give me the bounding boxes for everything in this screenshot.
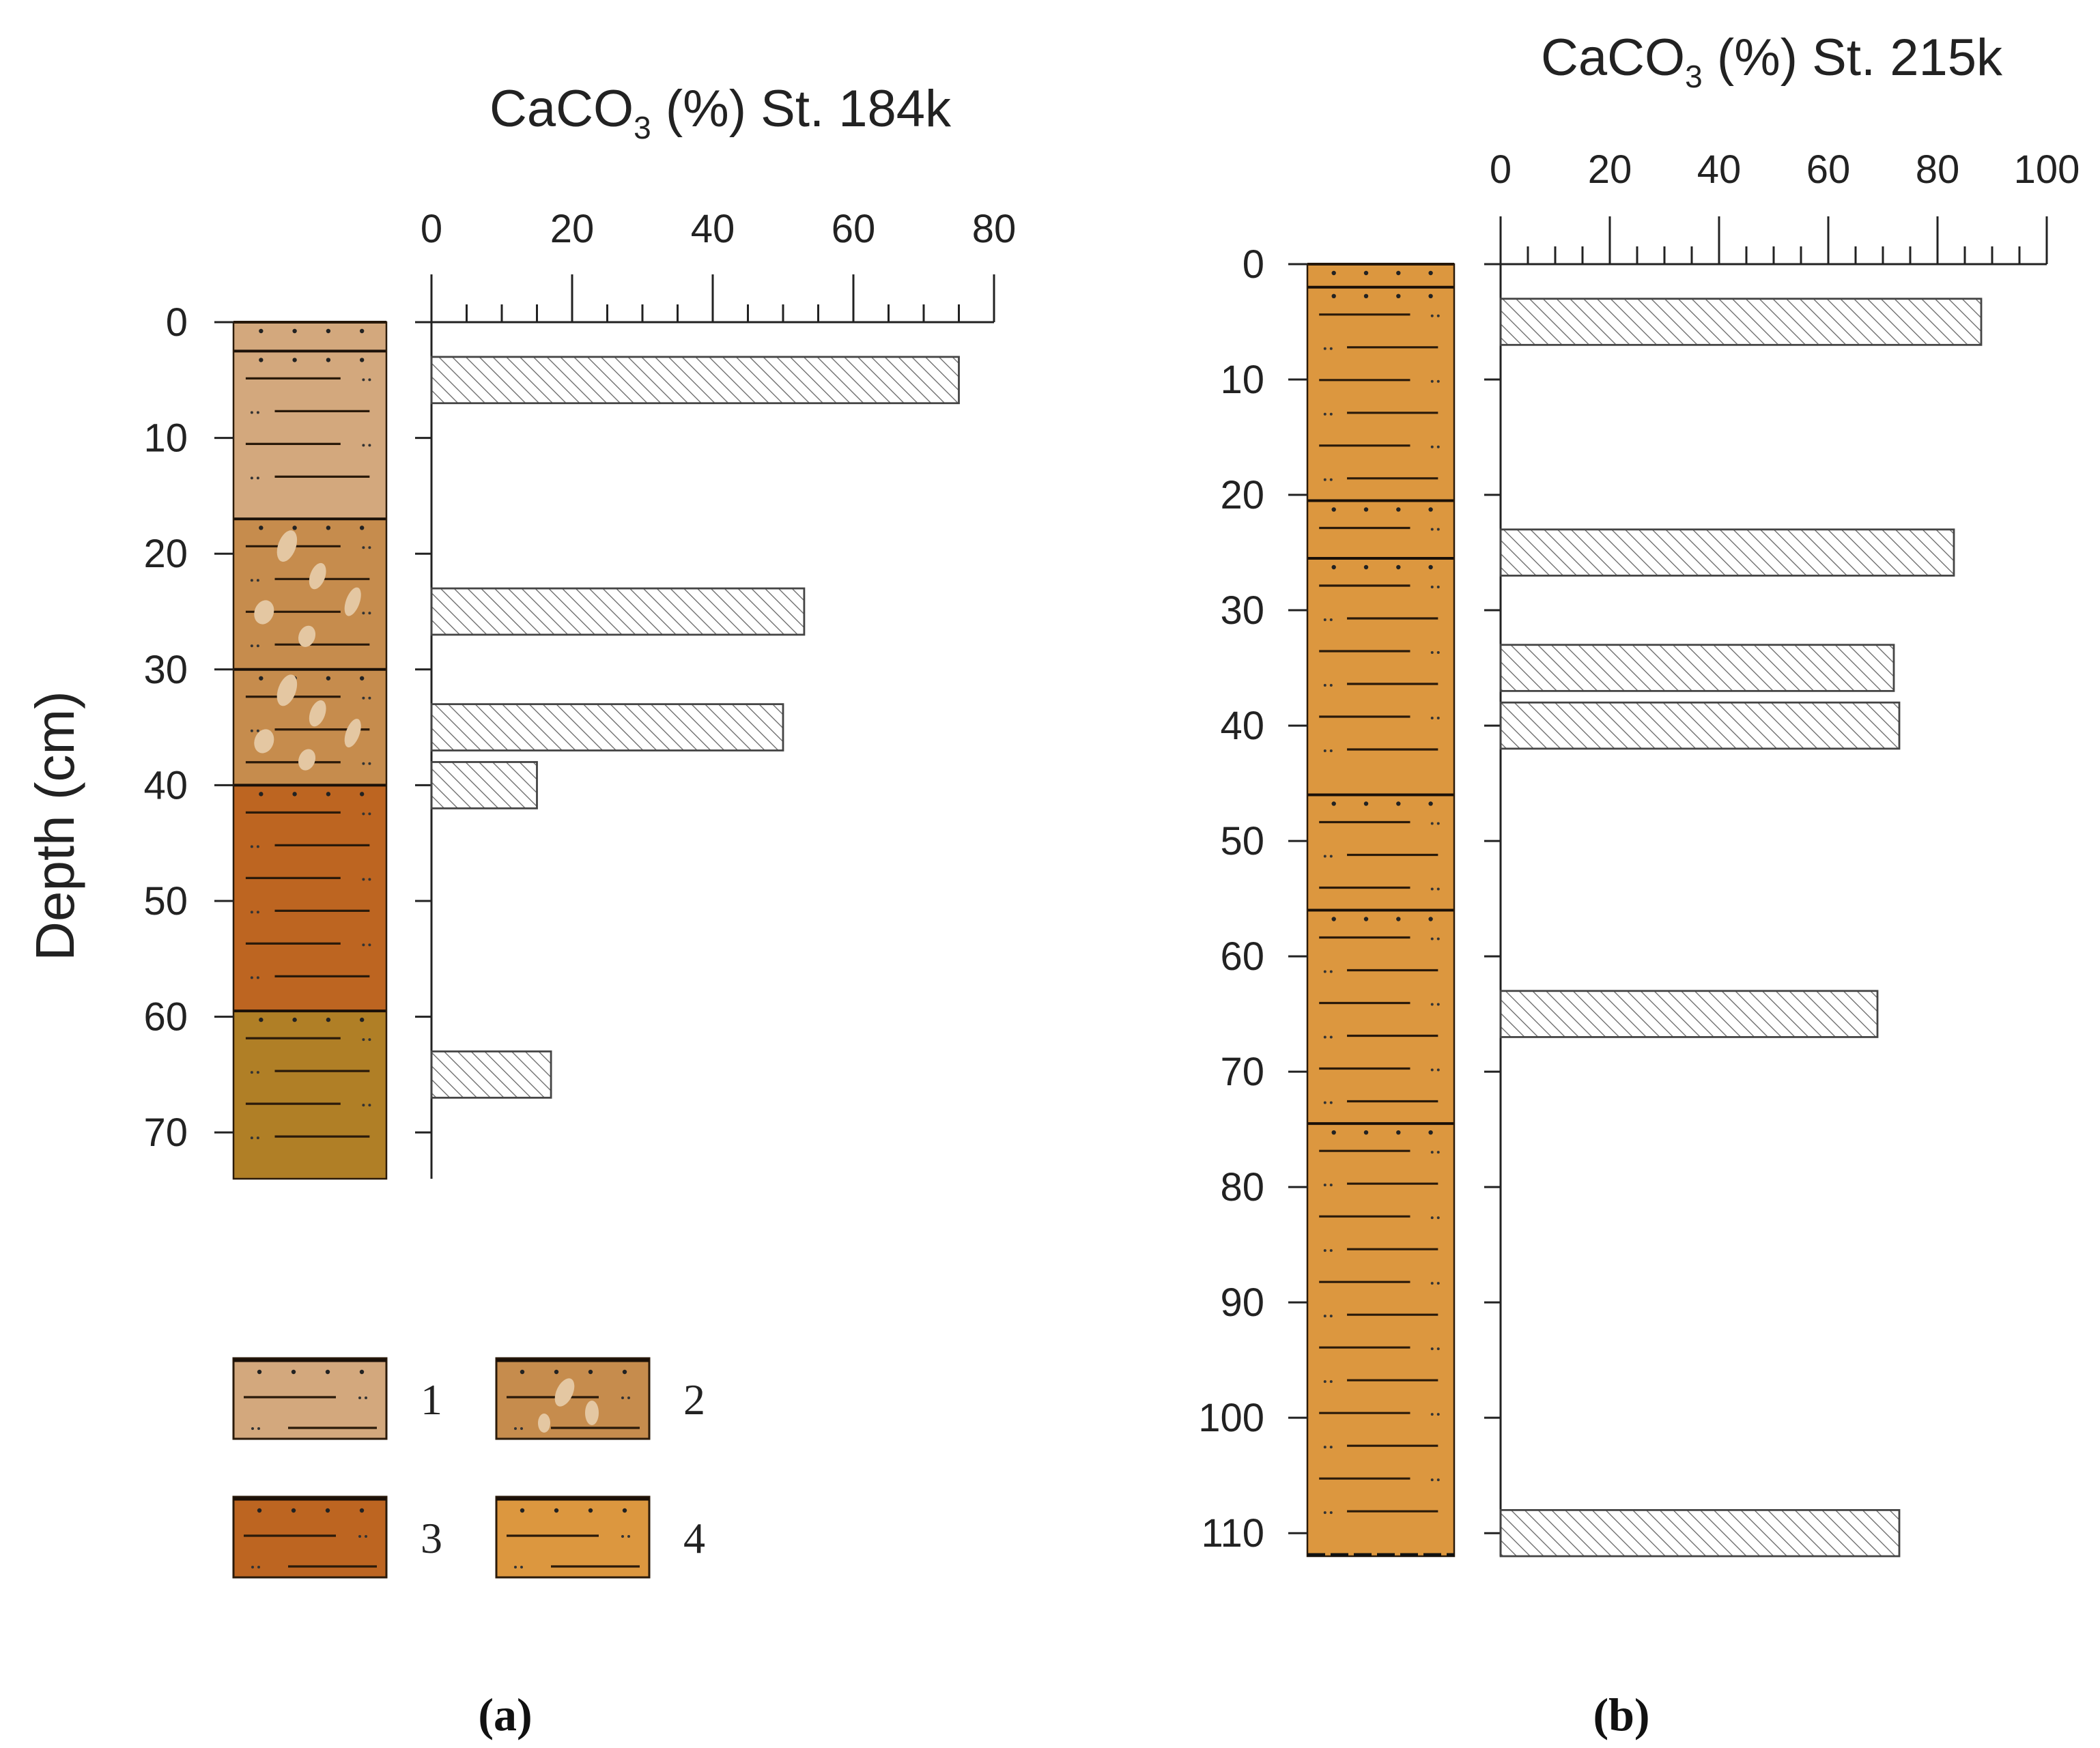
panel-a-soil-layer-6 [233, 1011, 386, 1179]
panel-b-soil-layer-1 [1307, 264, 1454, 287]
panel-a-y-tick-label: 10 [143, 416, 188, 461]
panel-a-soil-layer-5-texture [245, 792, 371, 979]
panel-a-y-tick-label: 40 [143, 763, 188, 807]
panel-b-y-tick-label: 30 [1220, 588, 1264, 633]
panel-a-title-subscript: 3 [634, 110, 651, 145]
panel-b-y-tick-label: 60 [1220, 934, 1264, 979]
panel-b-soil-layer-3-texture [1319, 507, 1440, 531]
panel-b-bars [1499, 298, 1983, 1558]
panel-a-bar-2 [430, 587, 806, 636]
panel-b-soil-layer-5 [1307, 794, 1454, 911]
panel-b-bar-4 [1499, 701, 1901, 750]
panel-b-soil-layer-7-texture [1319, 1130, 1440, 1515]
panel-b-soil-layer-6 [1307, 910, 1454, 1124]
panel-b-bar-3 [1499, 644, 1895, 692]
panel-b-y-tick-label: 50 [1220, 819, 1264, 863]
panel-b: CaCO3 (%) St. 215k 010203040506070809010… [1198, 29, 2080, 1740]
panel-a-soil-layer-3-texture [245, 526, 371, 648]
panel-a-title: CaCO3 (%) St. 184k [489, 80, 952, 145]
panel-b-x-tick-label: 20 [1588, 147, 1632, 192]
panel-a-y-tick-label: 50 [143, 879, 188, 923]
panel-b-y-tick-label: 40 [1220, 704, 1264, 748]
panel-a-bar-4 [430, 761, 538, 809]
legend-label-3: 3 [421, 1514, 442, 1562]
legend-label-4: 4 [683, 1514, 705, 1562]
panel-b-x-tick-label: 0 [1490, 147, 1512, 192]
panel-a-soil-layer-2 [233, 351, 386, 519]
panel-b-y-tick-label: 100 [1198, 1396, 1264, 1440]
panel-b-x-tick-label: 40 [1697, 147, 1742, 192]
panel-b-x-tick-label: 100 [2014, 147, 2080, 192]
legend-label-2: 2 [683, 1375, 705, 1424]
panel-a-soil-layer-5 [233, 785, 386, 1012]
panel-a-y-tick-label: 0 [166, 300, 188, 345]
panel-a-x-tick-label: 80 [972, 207, 1017, 251]
panel-a-soil-column [232, 321, 388, 1180]
panel-a-x-tick-label: 60 [832, 207, 876, 251]
panel-b-y-tick-label: 80 [1220, 1165, 1264, 1209]
panel-a-label: (a) [478, 1689, 532, 1740]
panel-b-title-subscript: 3 [1685, 59, 1703, 94]
panel-b-y-tick-label: 0 [1243, 242, 1264, 287]
panel-a-soil-layer-6-texture [245, 1017, 371, 1140]
panel-b-soil-layer-6-texture [1319, 917, 1440, 1104]
panel-b-x-axis: 0 20 40 60 80 100 [1490, 147, 2080, 266]
legend-item-1: 1 [232, 1357, 442, 1440]
panel-a-soil-layer-4-texture [245, 674, 371, 771]
panel-a-bars [430, 356, 960, 1099]
legend-item-3: 3 [232, 1495, 442, 1579]
panel-b-label: (b) [1593, 1689, 1649, 1740]
legend-item-2: 2 [495, 1357, 705, 1440]
panel-b-y-tick-label: 110 [1202, 1511, 1264, 1556]
panel-b-y-tick-label: 90 [1220, 1280, 1264, 1325]
panel-a-x-tick-label: 40 [691, 207, 735, 251]
panel-b-soil-layer-2 [1307, 287, 1454, 501]
panel-a-soil-layer-1 [233, 322, 386, 352]
panel-b-bar-1 [1499, 298, 1983, 346]
panel-a-y-tick-label: 30 [143, 648, 188, 692]
panel-b-y-tick-label: 20 [1220, 473, 1264, 517]
panel-a-soil-column-outline [232, 321, 388, 1180]
panel-a-bar-1 [430, 356, 960, 405]
legend-swatch-2 [495, 1357, 651, 1440]
depth-axis-label: Depth (cm) [25, 691, 85, 961]
panel-a-x-axis: 0 20 40 60 80 [421, 207, 1017, 324]
legend-swatch-1 [232, 1357, 388, 1440]
legend-item-4: 4 [495, 1495, 705, 1579]
panel-b-soil-layer-2-texture [1319, 293, 1440, 481]
panel-b-x-tick-label: 80 [1916, 147, 1960, 192]
panel-a-y-tick-label: 60 [143, 995, 188, 1040]
panel-a-x-tick-label: 0 [421, 207, 442, 251]
panel-b-y-axis: 0 10 20 30 40 50 60 70 80 90 100 110 [1198, 242, 1502, 1556]
legend-label-1: 1 [421, 1375, 442, 1424]
panel-b-soil-layer-1-texture [1331, 270, 1433, 276]
panel-b-bar-6 [1499, 1508, 1901, 1558]
panel-a-soil-layer-1-texture [259, 328, 365, 334]
panel-b-bar-2 [1499, 528, 1955, 577]
panel-a-y-tick-label: 70 [143, 1111, 188, 1155]
panel-a-soil-layer-2-texture [245, 358, 371, 480]
panel-b-soil-layer-7 [1307, 1123, 1454, 1556]
panel-b-bar-5 [1499, 990, 1879, 1038]
panel-b-x-tick-label: 60 [1806, 147, 1851, 192]
panel-b-title: CaCO3 (%) St. 215k [1541, 29, 2003, 94]
panel-a-bar-3 [430, 703, 784, 751]
panel-b-y-tick-label: 70 [1220, 1050, 1264, 1094]
panel-b-soil-layer-5-texture [1319, 801, 1440, 891]
panel-a-bar-5 [430, 1050, 552, 1099]
legend-swatch-4 [495, 1495, 651, 1579]
legend: 1 2 3 4 [232, 1357, 705, 1579]
panel-b-soil-layer-4-texture [1319, 564, 1440, 752]
panel-b-soil-column [1306, 263, 1456, 1558]
panel-a-soil-layer-3 [233, 519, 386, 670]
panel-b-soil-layer-4 [1307, 558, 1454, 795]
panel-a-x-tick-label: 20 [550, 207, 595, 251]
panel-a-y-tick-label: 20 [143, 532, 188, 576]
panel-b-y-tick-label: 10 [1220, 358, 1264, 402]
legend-swatch-3 [232, 1495, 388, 1579]
